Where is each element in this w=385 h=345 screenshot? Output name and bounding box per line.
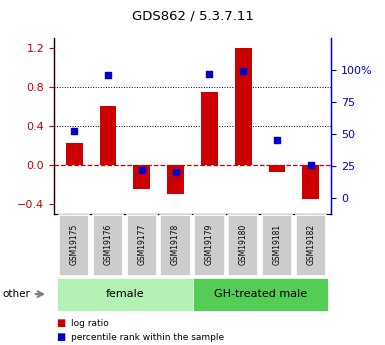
Bar (133, 165, 150, 189)
Bar (302, 165, 319, 199)
Text: GSM19177: GSM19177 (137, 224, 146, 265)
FancyBboxPatch shape (296, 215, 326, 276)
Bar (66, 142, 83, 165)
Text: female: female (105, 289, 144, 299)
Text: log ratio: log ratio (71, 319, 109, 328)
Point (139, 167, 145, 172)
Text: ■: ■ (56, 318, 65, 328)
FancyBboxPatch shape (194, 215, 224, 276)
FancyBboxPatch shape (192, 278, 328, 310)
FancyBboxPatch shape (127, 215, 157, 276)
Text: GDS862 / 5.3.7.11: GDS862 / 5.3.7.11 (132, 9, 253, 22)
FancyBboxPatch shape (59, 215, 89, 276)
Text: percentile rank within the sample: percentile rank within the sample (71, 333, 224, 342)
Text: GSM19175: GSM19175 (70, 224, 79, 265)
Point (240, 68, 246, 74)
FancyBboxPatch shape (228, 215, 258, 276)
Text: GSM19179: GSM19179 (205, 224, 214, 265)
Bar (269, 165, 285, 172)
FancyBboxPatch shape (57, 278, 192, 310)
Text: other: other (2, 289, 30, 299)
Bar (100, 106, 116, 165)
Text: ■: ■ (56, 333, 65, 342)
Text: GSM19182: GSM19182 (306, 224, 315, 265)
Bar (167, 165, 184, 194)
Text: GH-treated male: GH-treated male (214, 289, 307, 299)
Point (105, 72, 111, 78)
Point (71, 129, 77, 134)
Point (206, 71, 213, 77)
Bar (201, 92, 218, 165)
FancyBboxPatch shape (93, 215, 123, 276)
Text: GSM19176: GSM19176 (104, 224, 112, 265)
Point (308, 162, 314, 167)
Text: GSM19181: GSM19181 (273, 224, 281, 265)
Text: GSM19178: GSM19178 (171, 224, 180, 265)
Text: GSM19180: GSM19180 (239, 224, 248, 265)
FancyBboxPatch shape (161, 215, 191, 276)
Point (274, 138, 280, 143)
Bar (235, 48, 252, 165)
Point (172, 169, 179, 175)
FancyBboxPatch shape (262, 215, 292, 276)
